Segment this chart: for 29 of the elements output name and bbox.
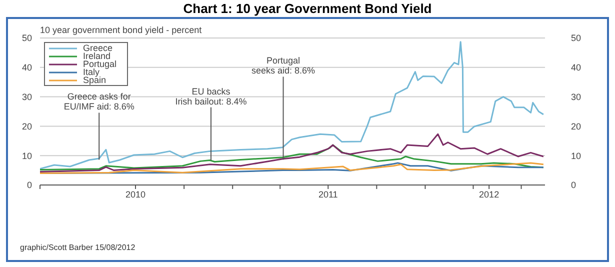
chart-title: Chart 1: 10 year Government Bond Yield xyxy=(182,1,433,16)
annotation: Greece asks for EU/IMF aid: 8.6% xyxy=(64,92,134,112)
y-tick-label: 10 xyxy=(22,150,32,161)
y-tick-label: 40 xyxy=(22,62,32,73)
annotation: EU backs Irish bailout: 8.4% xyxy=(175,86,247,106)
line-series xyxy=(40,162,544,174)
legend-label: Italy xyxy=(83,67,100,77)
y2-tick-label: 0 xyxy=(571,180,576,190)
x-tick-label: 2011 xyxy=(318,189,338,200)
y2-tick-label: 40 xyxy=(571,62,582,73)
text: graphic/Scott Barber 15/08/2012 xyxy=(20,243,136,252)
y-tick-label: 20 xyxy=(22,121,32,132)
y2-tick-label: 10 xyxy=(571,150,582,161)
line-series xyxy=(40,41,544,170)
y-tick-label: 0 xyxy=(26,180,32,190)
legend-label: Greece xyxy=(83,43,113,53)
y2-tick-label: 50 xyxy=(571,33,582,44)
y2-tick-label: 30 xyxy=(571,92,582,102)
y-tick-label: 50 xyxy=(22,33,32,44)
x-tick-label: 2010 xyxy=(125,189,146,200)
line-series xyxy=(40,133,544,173)
y-tick-label: 30 xyxy=(22,92,32,102)
legend-label: Portugal xyxy=(83,59,117,69)
chart-subtitle: 10 year government bond yield - percent xyxy=(40,25,202,35)
y2-tick-label: 20 xyxy=(571,121,582,132)
annotation: Portugal seeks aid: 8.6% xyxy=(251,56,316,76)
legend-label: Spain xyxy=(83,75,106,85)
x-tick-label: 2012 xyxy=(479,189,500,200)
legend-label: Ireland xyxy=(83,51,111,61)
